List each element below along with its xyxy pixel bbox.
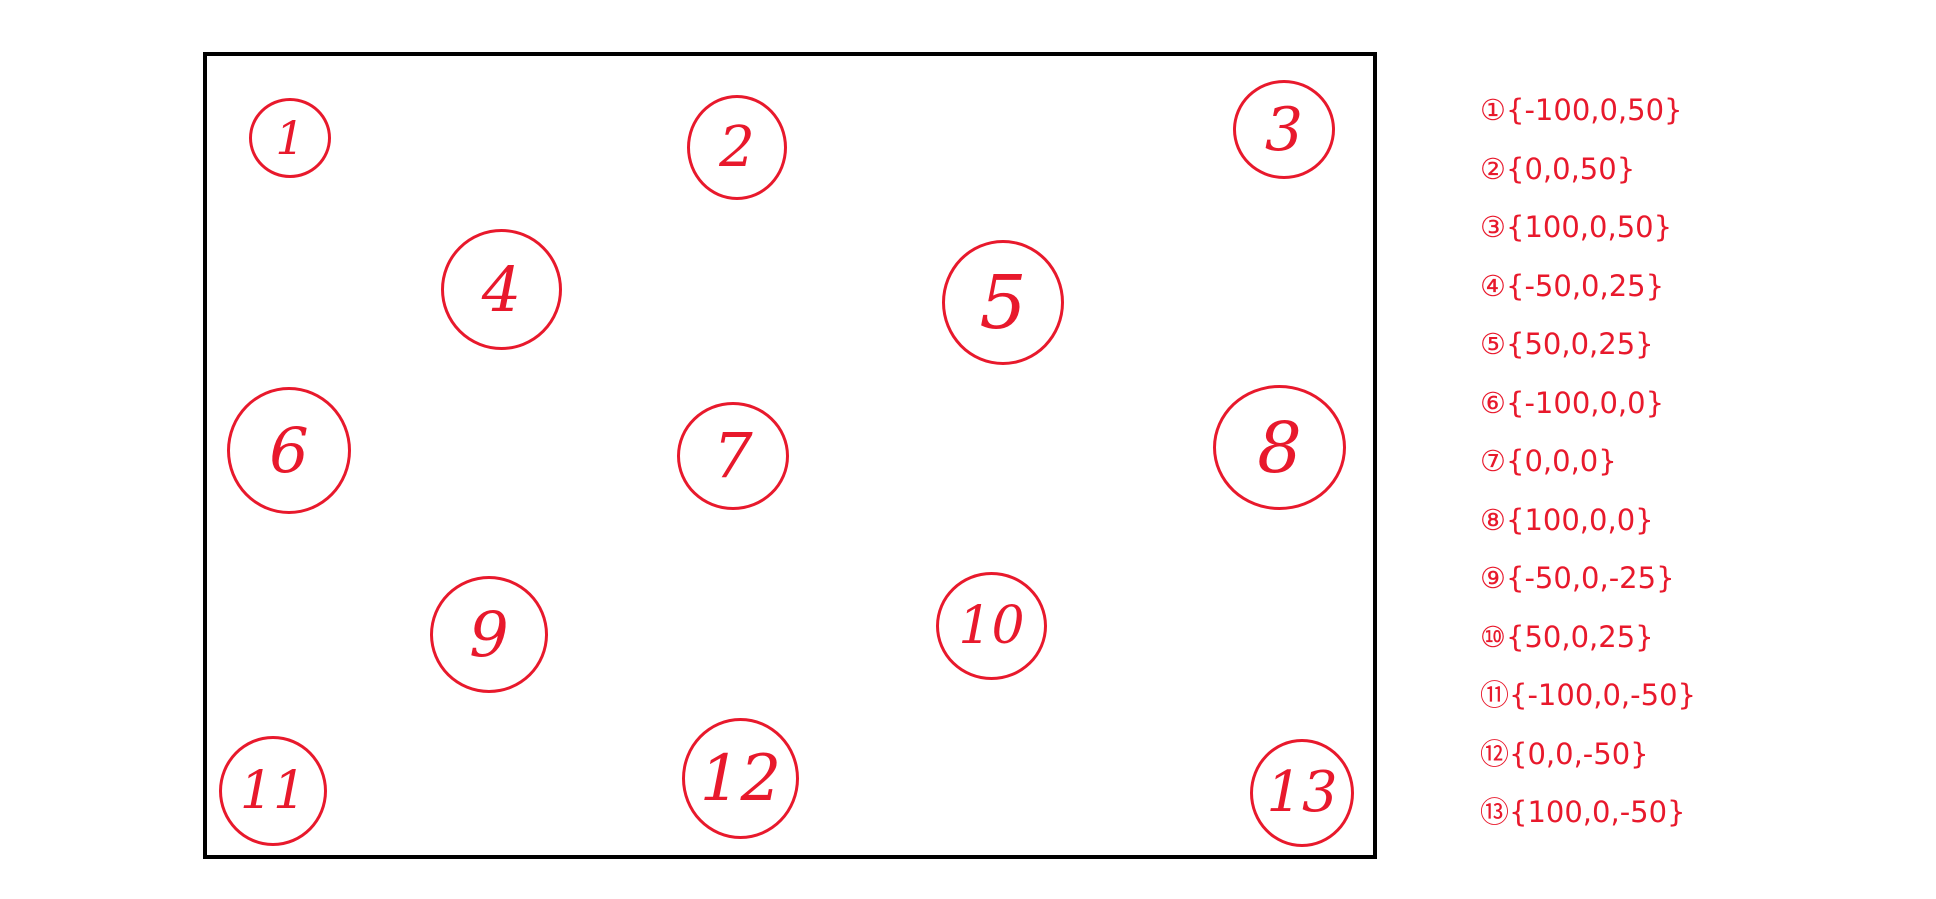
legend-item-1: ①{-100,0,50} [1480,93,1683,127]
marker-5: 5 [942,240,1064,365]
legend-item-2: ②{0,0,50} [1480,151,1636,186]
legend-item-7: ⑦{0,0,0} [1480,444,1617,478]
legend-item-12: ⑫{0,0,-50} [1480,736,1649,771]
legend-item-6: ⑥{-100,0,0} [1480,385,1665,420]
marker-7: 7 [677,402,789,510]
marker-2: 2 [687,95,787,200]
marker-11: 11 [219,736,327,846]
marker-1: 1 [249,98,331,178]
marker-3: 3 [1233,80,1335,179]
marker-8: 8 [1213,385,1346,510]
marker-4: 4 [441,229,562,350]
coordinate-legend: ①{-100,0,50} ②{0,0,50} ③{100,0,50} ④{-50… [1480,90,1900,851]
marker-9: 9 [430,576,548,693]
legend-item-3: ③{100,0,50} [1480,210,1673,244]
legend-item-5: ⑤{50,0,25} [1480,327,1654,361]
legend-item-13: ⑬{100,0,-50} [1480,795,1686,829]
marker-13: 13 [1250,739,1354,847]
legend-item-4: ④{-50,0,25} [1480,268,1665,303]
diagram-frame [203,52,1377,859]
legend-item-9: ⑨{-50,0,-25} [1480,561,1675,595]
marker-10: 10 [936,572,1047,680]
legend-item-8: ⑧{100,0,0} [1480,502,1654,537]
legend-item-11: ⑪{-100,0,-50} [1480,678,1696,712]
marker-12: 12 [682,718,799,839]
legend-item-10: ⑩{50,0,25} [1480,619,1654,654]
marker-6: 6 [227,387,351,514]
